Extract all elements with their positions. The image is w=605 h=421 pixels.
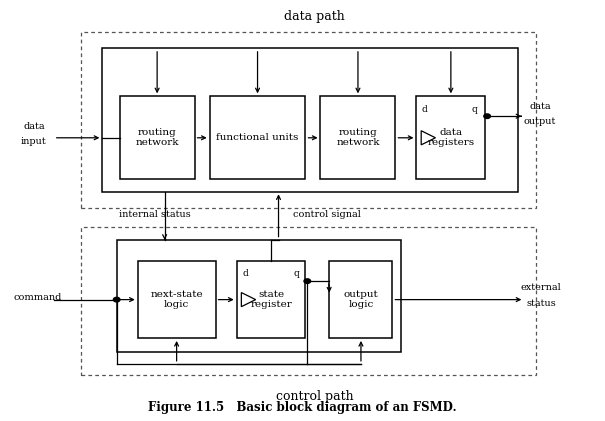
Text: output
logic: output logic bbox=[344, 290, 378, 309]
Text: data: data bbox=[529, 102, 551, 111]
Text: state
register: state register bbox=[250, 290, 292, 309]
Text: d: d bbox=[422, 104, 428, 114]
Bar bbox=[102, 48, 518, 192]
Text: q: q bbox=[293, 269, 299, 279]
Text: control signal: control signal bbox=[293, 210, 361, 219]
Bar bbox=[321, 96, 396, 179]
Bar bbox=[138, 261, 215, 338]
Text: input: input bbox=[21, 137, 47, 146]
Text: routing
network: routing network bbox=[336, 128, 380, 147]
Text: external: external bbox=[521, 283, 561, 293]
Bar bbox=[330, 261, 393, 338]
Bar bbox=[117, 240, 401, 352]
Text: status: status bbox=[526, 299, 556, 308]
Text: internal status: internal status bbox=[119, 210, 191, 219]
Bar bbox=[120, 96, 195, 179]
Text: next-state
logic: next-state logic bbox=[150, 290, 203, 309]
Text: routing
network: routing network bbox=[136, 128, 179, 147]
Text: output: output bbox=[524, 117, 556, 126]
Circle shape bbox=[113, 297, 120, 302]
Bar bbox=[416, 96, 485, 179]
Bar bbox=[209, 96, 306, 179]
Text: control path: control path bbox=[276, 390, 353, 403]
Text: functional units: functional units bbox=[217, 133, 299, 142]
Text: data path: data path bbox=[284, 10, 345, 23]
Bar bbox=[80, 227, 536, 375]
Circle shape bbox=[304, 279, 310, 283]
Circle shape bbox=[484, 114, 491, 118]
Text: d: d bbox=[242, 269, 248, 279]
Text: q: q bbox=[472, 104, 477, 114]
Bar bbox=[237, 261, 306, 338]
Text: Figure 11.5   Basic block diagram of an FSMD.: Figure 11.5 Basic block diagram of an FS… bbox=[148, 401, 457, 414]
Text: command: command bbox=[13, 293, 62, 301]
Text: data: data bbox=[23, 122, 45, 131]
Text: data
registers: data registers bbox=[427, 128, 474, 147]
Bar bbox=[80, 32, 536, 208]
